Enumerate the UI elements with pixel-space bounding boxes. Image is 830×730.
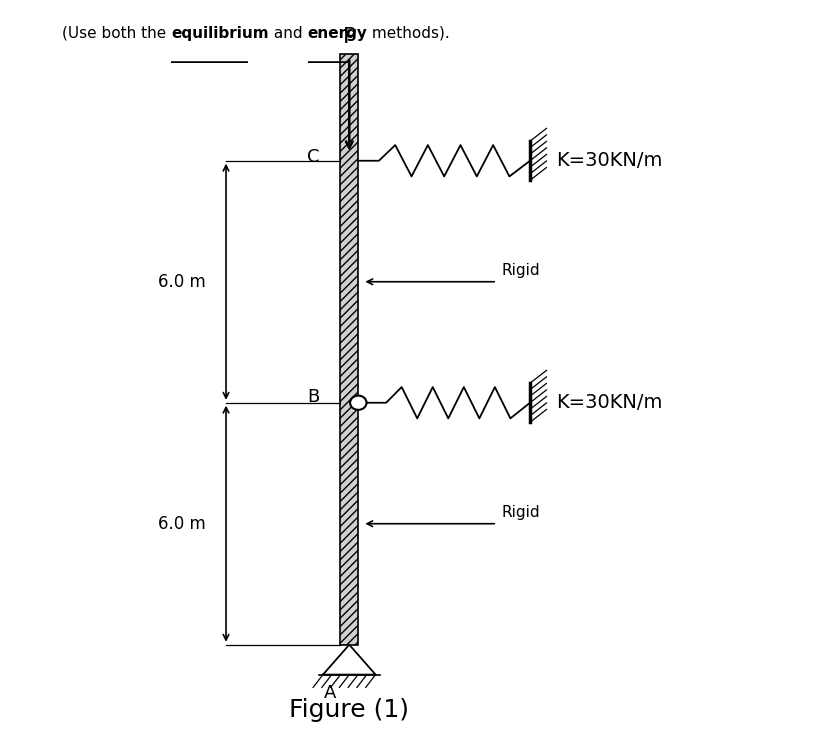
Polygon shape	[323, 645, 375, 675]
Text: Figure (1): Figure (1)	[290, 698, 409, 722]
Text: C: C	[307, 148, 320, 166]
Text: and: and	[269, 26, 307, 41]
Text: ___________: ___________	[171, 49, 248, 63]
Text: (Use both the: (Use both the	[62, 26, 171, 41]
Text: A: A	[325, 684, 336, 702]
Circle shape	[350, 396, 367, 410]
Text: 6.0 m: 6.0 m	[158, 273, 206, 291]
Text: Rigid: Rigid	[501, 505, 540, 520]
Text: K=30KN/m: K=30KN/m	[556, 393, 662, 412]
Text: methods).: methods).	[368, 26, 450, 41]
Text: 6.0 m: 6.0 m	[158, 515, 206, 533]
Text: ______: ______	[307, 49, 349, 63]
Text: energy: energy	[307, 26, 368, 41]
Text: Rigid: Rigid	[501, 264, 540, 278]
Text: P: P	[343, 27, 356, 47]
Bar	[340, 54, 359, 645]
Text: equilibrium: equilibrium	[171, 26, 269, 41]
Text: B: B	[307, 388, 320, 406]
Text: K=30KN/m: K=30KN/m	[556, 151, 662, 170]
